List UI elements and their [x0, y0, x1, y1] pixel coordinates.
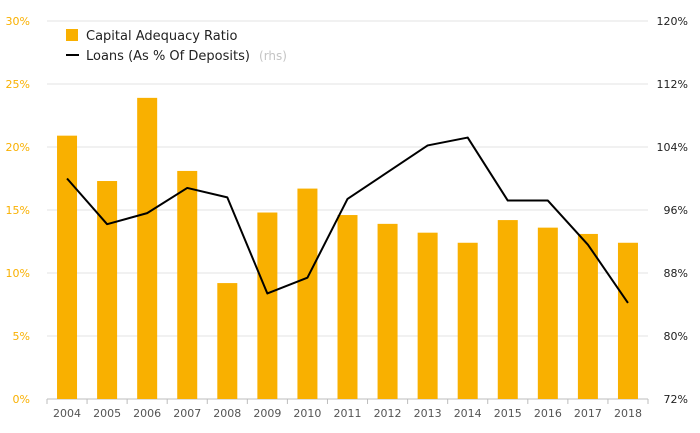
x-tick-label: 2012: [374, 407, 402, 420]
x-tick-label: 2006: [133, 407, 161, 420]
line-series: [66, 136, 629, 304]
bar: [137, 97, 158, 400]
x-tick-label: 2008: [213, 407, 241, 420]
x-tick-label: 2004: [53, 407, 81, 420]
legend-label-bar: Capital Adequacy Ratio: [86, 29, 237, 44]
bar: [97, 181, 118, 399]
right-tick-label: 72%: [664, 393, 688, 406]
bar: [497, 220, 518, 399]
x-tick-label: 2018: [614, 407, 642, 420]
x-tick-label: 2016: [534, 407, 562, 420]
x-tick-label: 2013: [414, 407, 442, 420]
x-tick-label: 2015: [494, 407, 522, 420]
bar: [297, 188, 318, 399]
bar: [417, 232, 438, 399]
left-tick-label: 30%: [6, 15, 30, 28]
left-axis: 0% 5% 10% 15% 20% 25% 30%: [6, 15, 30, 406]
bar: [537, 227, 558, 399]
x-tick-label: 2011: [334, 407, 362, 420]
x-tick-label: 2014: [454, 407, 482, 420]
bar: [177, 170, 198, 399]
left-tick-label: 5%: [13, 330, 30, 343]
bar: [457, 242, 478, 399]
left-tick-label: 0%: [13, 393, 30, 406]
bar: [617, 242, 638, 399]
bar: [377, 223, 398, 399]
bar: [577, 233, 598, 399]
x-tick-label: 2009: [253, 407, 281, 420]
right-tick-label: 104%: [657, 141, 688, 154]
legend-label-line-suffix: (rhs): [259, 49, 287, 63]
x-tick-label: 2005: [93, 407, 121, 420]
left-tick-label: 20%: [6, 141, 30, 154]
x-tick-label: 2007: [173, 407, 201, 420]
legend: Capital Adequacy Ratio Loans (As % Of De…: [66, 29, 287, 64]
bar: [57, 135, 78, 399]
right-tick-label: 96%: [664, 204, 688, 217]
left-tick-label: 15%: [6, 204, 30, 217]
right-axis: 72% 80% 88% 96% 104% 112% 120%: [657, 15, 688, 406]
right-tick-label: 80%: [664, 330, 688, 343]
bar: [257, 212, 278, 399]
x-axis: 2004 2005 2006 2007 2008 2009 2010 2011 2012 2013…: [46, 399, 649, 420]
bar: [337, 215, 358, 399]
legend-label-line-text: Loans (As % Of Deposits): [86, 49, 250, 64]
legend-swatch-bar: [66, 29, 78, 41]
x-tick-label: 2017: [574, 407, 602, 420]
bar: [217, 283, 238, 399]
right-tick-label: 120%: [657, 15, 688, 28]
left-tick-label: 25%: [6, 78, 30, 91]
left-tick-label: 10%: [6, 267, 30, 280]
right-tick-label: 88%: [664, 267, 688, 280]
bar-series: [57, 97, 638, 400]
x-tick-label: 2010: [293, 407, 321, 420]
right-tick-label: 112%: [657, 78, 688, 91]
legend-label-line: Loans (As % Of Deposits) (rhs): [86, 45, 287, 64]
